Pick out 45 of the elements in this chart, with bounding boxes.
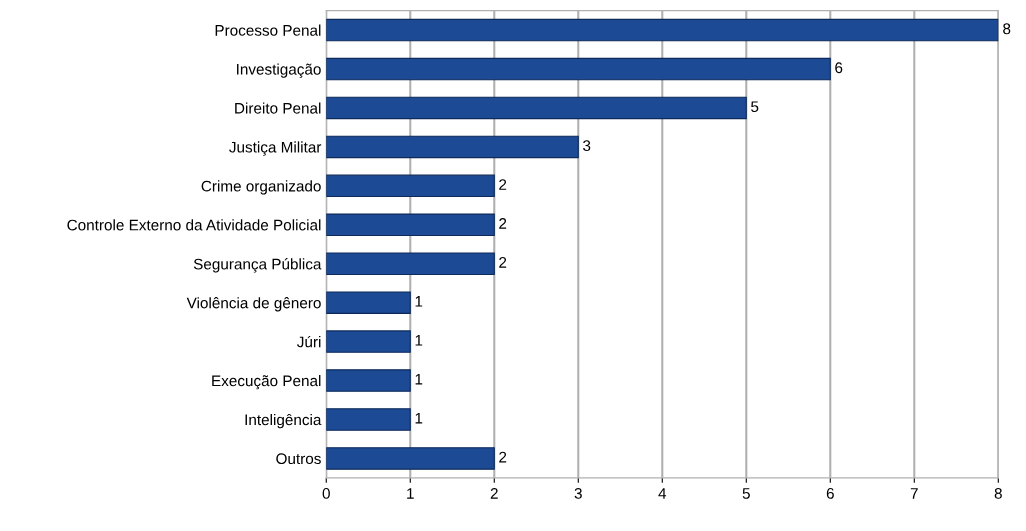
y-tick-label: Violência de gênero — [186, 297, 321, 312]
x-tick-label: 7 — [910, 488, 918, 499]
data-label: 6 — [835, 62, 843, 74]
y-tick-label: Júri — [297, 335, 321, 348]
y-tick-label: Segurança Pública — [193, 258, 322, 273]
x-tick-label: 5 — [742, 488, 750, 499]
x-tick-label: 2 — [490, 488, 498, 499]
bar — [326, 18, 999, 42]
data-label: 1 — [415, 373, 423, 385]
bar — [326, 174, 495, 198]
y-tick-label: Processo Penal — [215, 24, 321, 36]
y-tick-label: Investigação — [237, 63, 321, 78]
bar — [326, 369, 411, 392]
bar — [326, 252, 495, 275]
x-tick-label: 0 — [322, 488, 330, 499]
data-label: 2 — [499, 218, 507, 229]
x-tick-label: 6 — [826, 488, 834, 499]
x-tick-label: 1 — [407, 488, 414, 499]
y-tick-label: Direito Penal — [235, 102, 321, 114]
bar — [326, 447, 495, 470]
data-label: 1 — [415, 412, 423, 424]
data-label: 3 — [583, 140, 591, 152]
y-tick-label: Execução Penal — [212, 375, 321, 390]
bar — [326, 291, 411, 314]
data-label: 2 — [499, 179, 507, 190]
data-label: 8 — [1003, 23, 1011, 35]
x-tick-label: 4 — [658, 488, 667, 499]
bar — [326, 213, 495, 237]
y-tick-label: Inteligência — [245, 413, 322, 429]
bar — [326, 408, 411, 431]
bar — [326, 330, 411, 353]
bar — [326, 135, 579, 159]
x-tick-label: 8 — [994, 488, 1002, 499]
x-tick-label: 3 — [574, 488, 582, 499]
data-label: 5 — [751, 101, 759, 113]
y-tick-label: Justiça Militar — [229, 141, 322, 156]
bar — [326, 96, 747, 120]
y-tick-label: Crime organizado — [201, 180, 321, 195]
data-label: 1 — [415, 335, 423, 346]
y-tick-label: Controle Externo da Atividade Policial — [67, 219, 321, 231]
data-label: 1 — [415, 296, 423, 307]
bar — [326, 57, 831, 81]
y-tick-label: Outros — [276, 453, 321, 465]
data-label: 2 — [499, 257, 507, 268]
data-label: 2 — [499, 451, 507, 463]
